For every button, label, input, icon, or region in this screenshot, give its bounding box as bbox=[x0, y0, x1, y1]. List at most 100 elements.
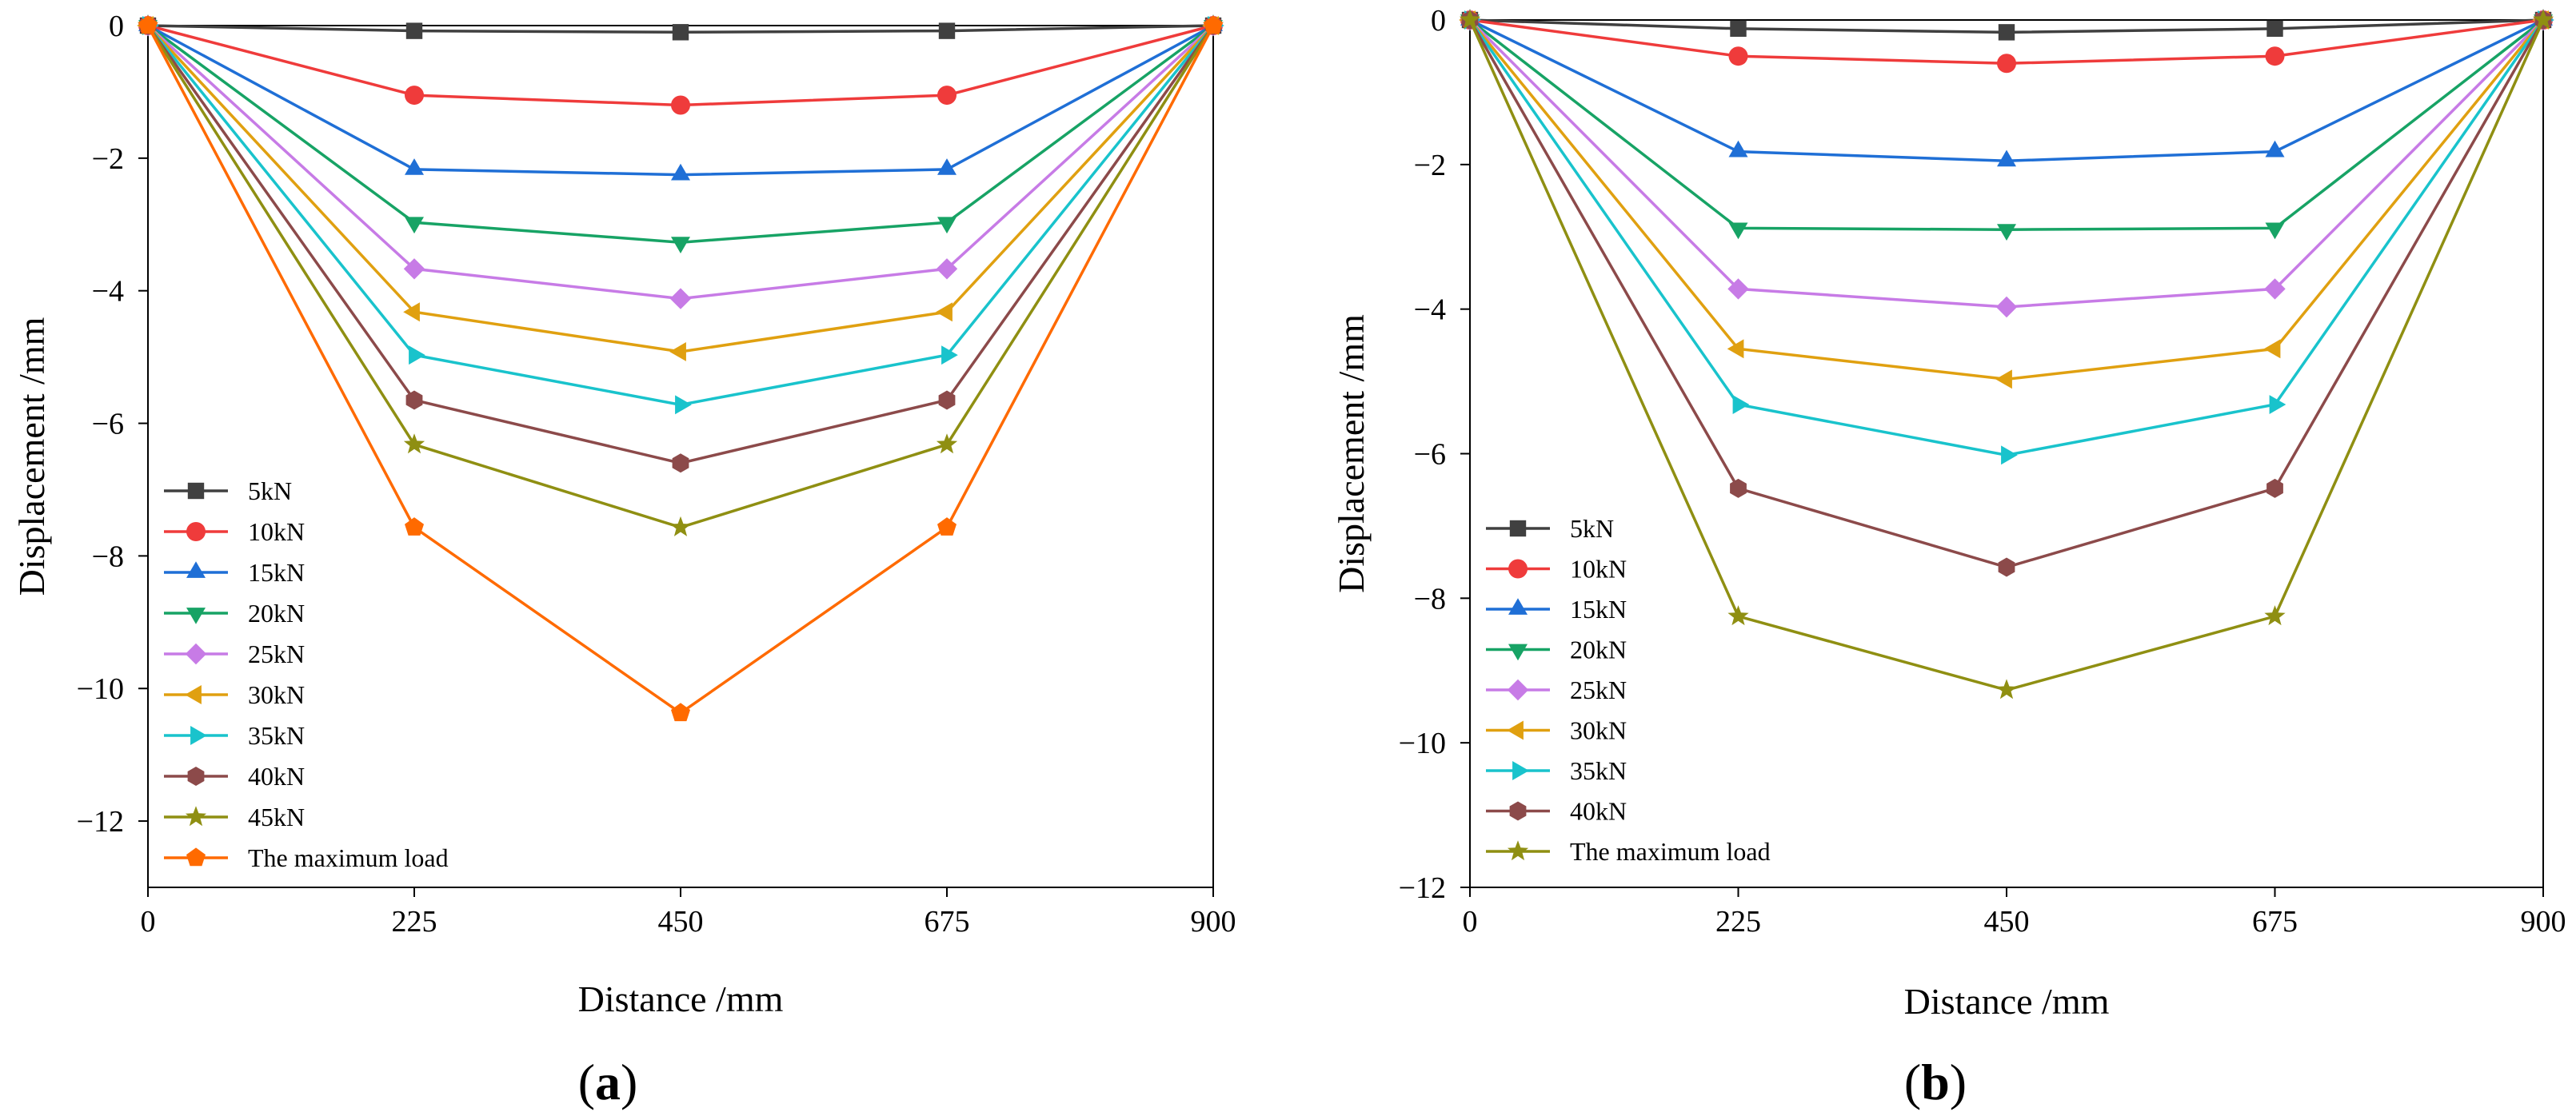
panel-b-chart: 0 225 450 675 900 0 −2 −4 −6 −8 −10 −12 Distance /mm… bbox=[1331, 4, 2566, 1110]
chart-1-data-point bbox=[1727, 278, 1749, 300]
chart-0-legend-marker bbox=[186, 561, 206, 578]
chart-1-data-point bbox=[2269, 395, 2286, 414]
chart-0-legend-label: 35kN bbox=[248, 721, 305, 750]
chart-0-legend-label: 40kN bbox=[248, 762, 305, 791]
chart-0-data-point bbox=[938, 22, 956, 39]
chart-1-legend-marker bbox=[1507, 720, 1524, 740]
chart-1-legend-label: 35kN bbox=[1570, 756, 1627, 785]
chart-0-data-point bbox=[671, 163, 690, 181]
chart-1-legend-marker bbox=[1507, 679, 1529, 701]
chart-0-x-tick-label: 450 bbox=[658, 905, 704, 939]
chart-0-y-tick-label: −4 bbox=[92, 275, 124, 309]
chart-0-x-tick-label: 675 bbox=[925, 905, 970, 939]
chart-1-data-point bbox=[1997, 149, 2016, 167]
chart-1-legend-marker bbox=[1508, 559, 1528, 579]
chart-1-panel-label: (b) bbox=[1904, 1054, 1967, 1110]
chart-0-data-point bbox=[671, 703, 690, 722]
chart-0-legend: 5kN 10kN 15kN 20kN 25kN 30kN 35kN 40kN 45kN The m… bbox=[164, 476, 449, 872]
chart-0-series-line bbox=[146, 25, 1215, 715]
chart-1-data-point bbox=[1730, 20, 1747, 38]
chart-0-legend-label: The maximum load bbox=[248, 843, 449, 872]
chart-1-legend-label: 30kN bbox=[1570, 716, 1627, 745]
chart-1-legend-marker bbox=[1509, 801, 1527, 821]
chart-0-legend-marker bbox=[185, 643, 207, 665]
chart-0-data-point bbox=[938, 390, 956, 410]
chart-0-legend-marker bbox=[186, 847, 206, 867]
chart-1-legend-label: 40kN bbox=[1570, 797, 1627, 826]
chart-0-data-point bbox=[405, 517, 424, 536]
chart-0-legend-item: 35kN bbox=[164, 721, 305, 750]
chart-0-legend-label: 20kN bbox=[248, 599, 305, 628]
chart-0-y-tick-label: −2 bbox=[92, 142, 124, 176]
chart-1-y-tick-label: 0 bbox=[1431, 4, 1446, 38]
chart-0-legend-label: 15kN bbox=[248, 558, 305, 587]
chart-1-data-point bbox=[1732, 395, 1750, 414]
chart-1-legend-marker bbox=[1509, 520, 1527, 537]
chart-0-data-point bbox=[671, 237, 690, 253]
chart-1-y-tick-label: −4 bbox=[1414, 293, 1446, 327]
chart-0-legend-item: 40kN bbox=[164, 762, 305, 791]
chart-0-x-axis-title: Distance /mm bbox=[578, 979, 784, 1019]
chart-1-data-point bbox=[2265, 222, 2285, 240]
chart-0-legend-item: 25kN bbox=[164, 640, 305, 668]
chart-0-y-tick-label: −12 bbox=[77, 805, 124, 839]
chart-1-data-point bbox=[1727, 339, 1744, 359]
chart-0-data-point bbox=[405, 390, 423, 410]
chart-1-data-point bbox=[2265, 46, 2285, 66]
chart-1-legend-label: 15kN bbox=[1570, 595, 1627, 624]
chart-0-data-point bbox=[138, 15, 158, 34]
chart-0-data-point bbox=[405, 158, 424, 175]
chart-1-series-line bbox=[1468, 19, 2545, 692]
chart-1-data-point bbox=[1998, 24, 2015, 41]
chart-0-data-point bbox=[675, 395, 692, 415]
chart-0-y-tick-label: −6 bbox=[92, 408, 124, 441]
chart-0-legend-label: 10kN bbox=[248, 517, 305, 546]
chart-1-legend-item: 25kN bbox=[1486, 676, 1627, 704]
chart-0-panel-label-open: ( bbox=[578, 1054, 595, 1110]
chart-1-legend-marker bbox=[1508, 644, 1528, 661]
chart-1-y-tick-label: −6 bbox=[1414, 438, 1446, 472]
panel-a-chart: 0 225 450 675 900 0 −2 −4 −6 −8 −10 −12 Distance /mm… bbox=[11, 10, 1236, 1110]
chart-0-data-point bbox=[403, 302, 420, 322]
chart-1-data-point bbox=[1730, 478, 1747, 498]
chart-1-legend-label: 10kN bbox=[1570, 555, 1627, 584]
chart-1-x-axis-title: Distance /mm bbox=[1904, 981, 2110, 1022]
chart-1-data-point bbox=[2264, 278, 2286, 300]
chart-1-y-tick-label: −12 bbox=[1399, 871, 1446, 905]
chart-1-data-point bbox=[2264, 605, 2286, 626]
chart-0-legend-label: 25kN bbox=[248, 640, 305, 668]
chart-0-data-point bbox=[409, 345, 425, 365]
chart-0-legend-item: The maximum load bbox=[164, 843, 449, 872]
chart-0-data-point bbox=[937, 217, 957, 234]
chart-1-data-point bbox=[1995, 369, 2012, 389]
chart-0-legend-marker bbox=[190, 726, 207, 745]
chart-1-series-line bbox=[1468, 18, 2545, 381]
chart-1-legend-item: 10kN bbox=[1486, 555, 1627, 584]
chart-0-series-5kn bbox=[139, 17, 1222, 41]
chart-1-data-point bbox=[1728, 46, 1748, 66]
chart-0-legend-marker bbox=[187, 482, 205, 500]
chart-0-data-point bbox=[669, 342, 686, 361]
chart-1-x-tick-label: 0 bbox=[1463, 905, 1478, 939]
chart-0-series-20kn bbox=[138, 20, 1223, 253]
chart-1-data-point bbox=[1995, 296, 2018, 318]
chart-1-legend-item: 35kN bbox=[1486, 756, 1627, 785]
chart-1-series-5kn bbox=[1461, 11, 2552, 41]
chart-0-y-tick-label: −10 bbox=[77, 672, 124, 706]
chart-1-legend: 5kN 10kN 15kN 20kN 25kN 30kN 35kN 40kN The maxim… bbox=[1486, 514, 1771, 866]
chart-1-legend-label: The maximum load bbox=[1570, 837, 1771, 866]
chart-0-panel-label-close: ) bbox=[621, 1054, 637, 1110]
chart-1-series-20kn bbox=[1460, 14, 2553, 241]
chart-1-data-point bbox=[1997, 224, 2016, 241]
chart-1-panel-label-open: ( bbox=[1904, 1054, 1921, 1110]
chart-1-series-line bbox=[1468, 19, 2545, 569]
chart-1-y-tick-label: −2 bbox=[1414, 149, 1446, 182]
chart-0-data-point bbox=[672, 24, 689, 41]
chart-0-series-line bbox=[146, 24, 1215, 244]
chart-1-data-point bbox=[2266, 20, 2283, 38]
chart-1-legend-item: 20kN bbox=[1486, 636, 1627, 664]
chart-0-legend-item: 20kN bbox=[164, 599, 305, 628]
chart-0-data-point bbox=[405, 217, 424, 234]
chart-0-series-the-maximum-load bbox=[138, 15, 1223, 722]
